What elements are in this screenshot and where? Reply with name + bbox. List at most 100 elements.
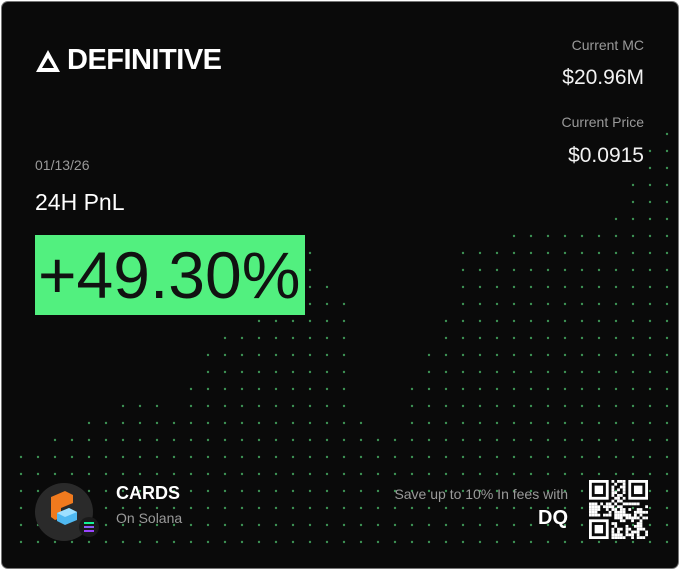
dot	[512, 404, 516, 408]
dot	[240, 353, 244, 357]
dot	[257, 455, 261, 459]
dot	[665, 438, 669, 442]
dot	[291, 336, 295, 340]
dot	[648, 404, 652, 408]
dot	[444, 540, 448, 544]
dot	[495, 370, 499, 374]
dot	[665, 268, 669, 272]
dot	[614, 217, 618, 221]
dot	[342, 387, 346, 391]
dot	[189, 506, 193, 510]
dot	[427, 523, 431, 527]
dot	[189, 472, 193, 476]
dot	[308, 268, 312, 272]
dot	[308, 506, 312, 510]
dot	[546, 404, 550, 408]
dot	[546, 438, 550, 442]
dot	[342, 472, 346, 476]
dot	[206, 421, 210, 425]
dot	[342, 353, 346, 357]
dot	[240, 421, 244, 425]
dot	[342, 523, 346, 527]
dot	[665, 540, 669, 544]
dot	[223, 455, 227, 459]
dot	[172, 438, 176, 442]
dot	[665, 183, 669, 187]
dot	[648, 166, 652, 170]
dot	[19, 489, 23, 493]
dot	[580, 387, 584, 391]
dot	[87, 421, 91, 425]
dot	[393, 472, 397, 476]
dot	[444, 472, 448, 476]
dot	[444, 404, 448, 408]
dot	[665, 421, 669, 425]
dot	[376, 540, 380, 544]
dot	[665, 472, 669, 476]
dot	[631, 387, 635, 391]
price-label: Current Price	[561, 114, 644, 130]
dot	[546, 506, 550, 510]
dot	[580, 353, 584, 357]
dot	[478, 506, 482, 510]
dot	[478, 489, 482, 493]
dot	[223, 540, 227, 544]
dot	[631, 200, 635, 204]
dot	[325, 319, 329, 323]
dot	[631, 438, 635, 442]
dot	[291, 506, 295, 510]
dot	[155, 489, 159, 493]
dot	[631, 234, 635, 238]
dot	[206, 353, 210, 357]
dot	[342, 506, 346, 510]
dot	[631, 336, 635, 340]
dot	[240, 404, 244, 408]
dot	[444, 336, 448, 340]
dot	[631, 404, 635, 408]
dot	[155, 404, 159, 408]
dot	[240, 336, 244, 340]
dot	[325, 336, 329, 340]
dot	[427, 404, 431, 408]
dot	[665, 251, 669, 255]
dot	[614, 285, 618, 289]
dot	[274, 319, 278, 323]
dot	[580, 455, 584, 459]
dot	[274, 404, 278, 408]
dot	[512, 523, 516, 527]
dot	[172, 472, 176, 476]
dot	[563, 472, 567, 476]
dot	[359, 540, 363, 544]
dot	[580, 302, 584, 306]
dot	[597, 353, 601, 357]
dot	[274, 489, 278, 493]
dot	[546, 234, 550, 238]
dot	[529, 336, 533, 340]
dot	[189, 438, 193, 442]
dot	[223, 404, 227, 408]
dot	[546, 540, 550, 544]
dot	[138, 438, 142, 442]
dot	[308, 302, 312, 306]
dot	[529, 438, 533, 442]
dot	[53, 455, 57, 459]
dot	[410, 506, 414, 510]
dot	[529, 302, 533, 306]
dot	[206, 523, 210, 527]
pnl-value: +49.30%	[35, 235, 306, 315]
dot	[597, 404, 601, 408]
dot	[580, 251, 584, 255]
dot	[648, 387, 652, 391]
dot	[274, 472, 278, 476]
dot	[325, 404, 329, 408]
dot	[257, 540, 261, 544]
dot	[121, 455, 125, 459]
qr-code-icon[interactable]	[589, 480, 648, 539]
dot	[308, 472, 312, 476]
dot	[512, 336, 516, 340]
dot	[291, 387, 295, 391]
dot	[223, 421, 227, 425]
dot	[393, 455, 397, 459]
dot	[495, 506, 499, 510]
dot	[461, 438, 465, 442]
